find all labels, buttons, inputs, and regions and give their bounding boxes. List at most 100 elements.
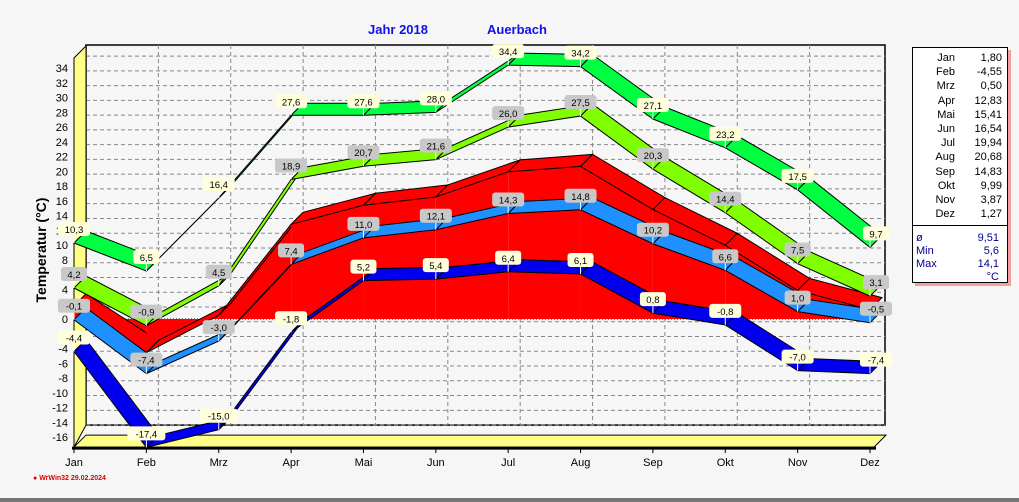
data-label: 34,4 <box>499 47 518 58</box>
legend-row: Sep 14,83 <box>913 165 1007 179</box>
data-label-box <box>130 304 163 319</box>
data-label-box <box>199 408 238 423</box>
legend-value: 16,54 <box>974 122 1002 135</box>
data-label: 27,6 <box>354 97 373 108</box>
y-tick-label: 30 <box>56 93 68 105</box>
data-label-box <box>781 168 814 183</box>
y-tick-label: 26 <box>56 122 68 134</box>
x-tick-label: Sep <box>643 457 663 469</box>
data-label: 9,7 <box>869 229 882 240</box>
data-label: -0,1 <box>66 302 82 313</box>
data-label-box <box>127 426 166 441</box>
data-label: -15,0 <box>208 412 230 423</box>
data-label: 21,6 <box>427 142 446 153</box>
data-label-box <box>567 252 594 267</box>
data-label-box <box>350 259 377 274</box>
data-label-box <box>495 250 522 265</box>
data-label-box <box>863 226 889 241</box>
data-label: 18,9 <box>282 162 301 173</box>
x-tick-label: Dez <box>860 457 880 469</box>
legend-month: Jul <box>940 137 955 150</box>
y-tick-label: -16 <box>52 432 68 444</box>
unit-label: °C <box>986 271 999 284</box>
data-label-box <box>636 148 669 163</box>
data-label-box <box>639 292 666 307</box>
data-label: 17,5 <box>788 172 807 183</box>
data-label-box <box>860 352 892 367</box>
legend-month: Nov <box>935 193 955 206</box>
legend-row: Nov 3,87 <box>913 193 1007 207</box>
y-tick-label: 8 <box>62 255 68 267</box>
data-label: 27,6 <box>282 97 301 108</box>
data-label-box <box>205 264 232 279</box>
legend-row: Aug 20,68 <box>913 150 1007 164</box>
legend-row: Mai 15,41 <box>913 108 1007 122</box>
legend-row: Jan 1,80 <box>913 51 1007 65</box>
data-label-box <box>422 258 449 273</box>
data-label: 27,1 <box>644 101 663 112</box>
data-label: -0,5 <box>868 305 884 316</box>
data-label: 4,2 <box>67 270 80 281</box>
data-label: 14,3 <box>499 195 518 206</box>
data-label-box <box>564 45 597 60</box>
data-label: 7,5 <box>791 246 804 257</box>
legend-month: Jun <box>937 122 955 135</box>
legend-value: 9,99 <box>980 179 1002 192</box>
window-border <box>0 498 1019 502</box>
min-label: Min <box>916 245 934 258</box>
data-label: -0,8 <box>717 307 733 318</box>
y-tick-label: -8 <box>58 373 68 385</box>
data-label: 16,4 <box>209 180 228 191</box>
y-tick-label: 0 <box>62 314 68 326</box>
y-tick-label: -12 <box>52 403 68 415</box>
data-label-box <box>860 301 892 316</box>
avg-value: 9,51 <box>977 232 999 245</box>
legend-month: Feb <box>936 66 955 79</box>
data-label: -4,4 <box>66 333 82 344</box>
chart-title-station: Auerbach <box>487 22 547 37</box>
data-label: 14,4 <box>716 195 735 206</box>
x-tick-label: Mai <box>355 457 373 469</box>
y-tick-label: 16 <box>56 196 68 208</box>
x-tick-label: Aug <box>571 457 591 469</box>
data-label: 26,0 <box>499 109 518 120</box>
data-label: 5,4 <box>429 261 442 272</box>
data-label: 7,4 <box>284 246 297 257</box>
data-label-box <box>419 138 452 153</box>
legend-month: Mai <box>937 108 955 121</box>
legend-value: 12,83 <box>974 94 1002 107</box>
legend-row: Jun 16,54 <box>913 122 1007 136</box>
data-label-box <box>492 192 525 207</box>
data-label: -7,0 <box>789 353 805 364</box>
data-label-box <box>863 275 889 290</box>
data-label-box <box>347 94 380 109</box>
legend-value: 19,94 <box>974 137 1002 150</box>
data-label: 28,0 <box>427 94 446 105</box>
data-label-box <box>781 349 814 364</box>
data-label-box <box>58 298 90 313</box>
data-label-box <box>202 176 235 191</box>
legend-value: 1,80 <box>980 52 1002 64</box>
y-tick-label: 24 <box>56 137 68 149</box>
y-tick-label: -10 <box>52 388 68 400</box>
data-label-box <box>58 221 90 236</box>
legend-row: Mrz 0,50 <box>913 79 1007 93</box>
data-label-box <box>784 290 811 305</box>
y-tick-label: 18 <box>56 181 68 193</box>
data-label: 6,6 <box>719 252 732 263</box>
data-label-box <box>492 106 525 121</box>
legend-row: Feb -4,55 <box>913 65 1007 79</box>
x-tick-label: Jan <box>65 457 83 469</box>
x-tick-label: Okt <box>717 457 734 469</box>
data-label: 6,1 <box>574 256 587 267</box>
data-label-box <box>58 330 90 345</box>
data-label: 1,0 <box>791 294 804 305</box>
legend-month: Sep <box>935 165 955 178</box>
legend-value: -4,55 <box>976 66 1002 79</box>
data-label-box <box>275 311 308 326</box>
x-tick-label: Nov <box>788 457 808 469</box>
y-tick-label: -6 <box>58 358 68 370</box>
y-axis-label: Temperatur (°C) <box>33 198 49 303</box>
legend-value: 3,87 <box>980 193 1002 206</box>
